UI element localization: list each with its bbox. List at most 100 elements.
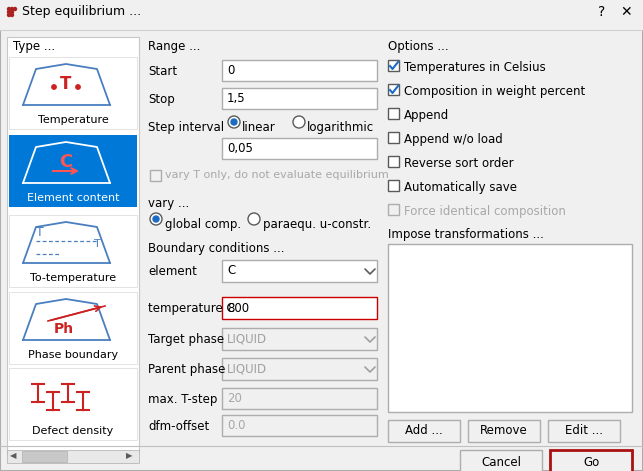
Bar (468, 420, 540, 442)
Text: Phase boundary: Phase boundary (28, 350, 118, 360)
Circle shape (228, 116, 240, 128)
Text: 0.0: 0.0 (227, 419, 246, 432)
Bar (388, 108, 399, 119)
Text: Parent phase: Parent phase (148, 363, 226, 376)
Text: C: C (227, 265, 235, 277)
Bar (9, 215, 137, 287)
Circle shape (76, 85, 80, 89)
Text: Go: Go (583, 455, 599, 469)
Text: vary T only, do not evaluate equilibrium: vary T only, do not evaluate equilibrium (165, 170, 389, 180)
Text: LIQUID: LIQUID (227, 333, 267, 346)
Bar (9, 292, 137, 364)
Text: Cancel: Cancel (481, 455, 521, 469)
Circle shape (231, 119, 237, 125)
Bar (222, 297, 377, 319)
Text: Force identical composition: Force identical composition (404, 205, 566, 218)
Text: paraequ. u-constr.: paraequ. u-constr. (263, 218, 371, 231)
Text: Temperatures in Celsius: Temperatures in Celsius (404, 61, 546, 74)
Text: C: C (59, 153, 73, 171)
Text: Step equilibrium ...: Step equilibrium ... (22, 5, 141, 18)
Text: 1,5: 1,5 (227, 92, 246, 105)
Circle shape (8, 14, 10, 16)
Text: Remove: Remove (480, 424, 528, 438)
Circle shape (248, 213, 260, 225)
Text: Impose transformations ...: Impose transformations ... (388, 228, 544, 241)
Bar (388, 132, 399, 143)
Bar (548, 420, 620, 442)
Text: T: T (60, 75, 71, 93)
Text: Step interval: Step interval (148, 121, 224, 134)
Bar (388, 244, 632, 412)
Text: Append w/o load: Append w/o load (404, 133, 503, 146)
Text: 20: 20 (227, 392, 242, 405)
Bar (22, 451, 67, 462)
Text: Reverse sort order: Reverse sort order (404, 157, 514, 170)
Text: Edit ...: Edit ... (565, 424, 603, 438)
Text: Temperature: Temperature (38, 115, 109, 125)
Bar (222, 260, 377, 282)
Circle shape (293, 116, 305, 128)
Text: Append: Append (404, 109, 449, 122)
Text: linear: linear (242, 121, 276, 134)
Text: max. T-step: max. T-step (148, 393, 217, 406)
Text: Add ...: Add ... (405, 424, 443, 438)
Text: LIQUID: LIQUID (227, 363, 267, 375)
Text: T: T (36, 226, 44, 239)
Text: logarithmic: logarithmic (307, 121, 374, 134)
Bar (9, 57, 137, 129)
Text: ◀: ◀ (10, 451, 17, 460)
Text: ?: ? (598, 5, 605, 19)
Bar (222, 328, 377, 350)
Bar (222, 415, 377, 436)
Text: 0,05: 0,05 (227, 142, 253, 155)
Text: Options ...: Options ... (388, 40, 449, 53)
Bar (222, 88, 377, 109)
Circle shape (10, 8, 14, 10)
Text: ✕: ✕ (620, 5, 631, 19)
Bar (222, 358, 377, 380)
Text: Target phase: Target phase (148, 333, 224, 346)
Bar (0, 0, 643, 30)
Text: dfm-offset: dfm-offset (148, 420, 209, 433)
Bar (388, 204, 399, 215)
Text: Composition in weight percent: Composition in weight percent (404, 85, 585, 98)
Circle shape (10, 10, 14, 14)
Text: T: T (94, 239, 100, 249)
Bar (388, 420, 460, 442)
Bar (460, 450, 542, 471)
Circle shape (14, 8, 17, 10)
Text: Automatically save: Automatically save (404, 181, 517, 194)
Text: vary ...: vary ... (148, 197, 189, 210)
Bar (222, 60, 377, 81)
Circle shape (10, 14, 14, 16)
Circle shape (8, 10, 10, 14)
Bar (7, 37, 139, 453)
Circle shape (150, 213, 162, 225)
Text: Range ...: Range ... (148, 40, 201, 53)
Text: temperature C: temperature C (148, 302, 235, 315)
Text: Ph: Ph (54, 322, 74, 336)
Bar (222, 388, 377, 409)
Text: 800: 800 (227, 301, 249, 315)
Text: Element content: Element content (27, 193, 119, 203)
Text: Stop: Stop (148, 93, 175, 106)
Text: Boundary conditions ...: Boundary conditions ... (148, 242, 284, 255)
Bar (388, 84, 399, 95)
Text: global comp.: global comp. (165, 218, 241, 231)
Text: Start: Start (148, 65, 177, 78)
Text: To-temperature: To-temperature (30, 273, 116, 283)
Bar (388, 60, 399, 71)
Text: Defect density: Defect density (32, 426, 114, 436)
Bar (9, 135, 137, 207)
Bar (388, 180, 399, 191)
Circle shape (52, 85, 56, 89)
Bar (222, 138, 377, 159)
Text: Type ...: Type ... (13, 40, 55, 53)
Text: ▶: ▶ (125, 451, 132, 460)
Circle shape (153, 216, 159, 222)
Text: 0: 0 (227, 64, 235, 77)
Bar (388, 156, 399, 167)
Bar (150, 170, 161, 181)
Bar (550, 450, 632, 471)
Bar (9, 368, 137, 440)
